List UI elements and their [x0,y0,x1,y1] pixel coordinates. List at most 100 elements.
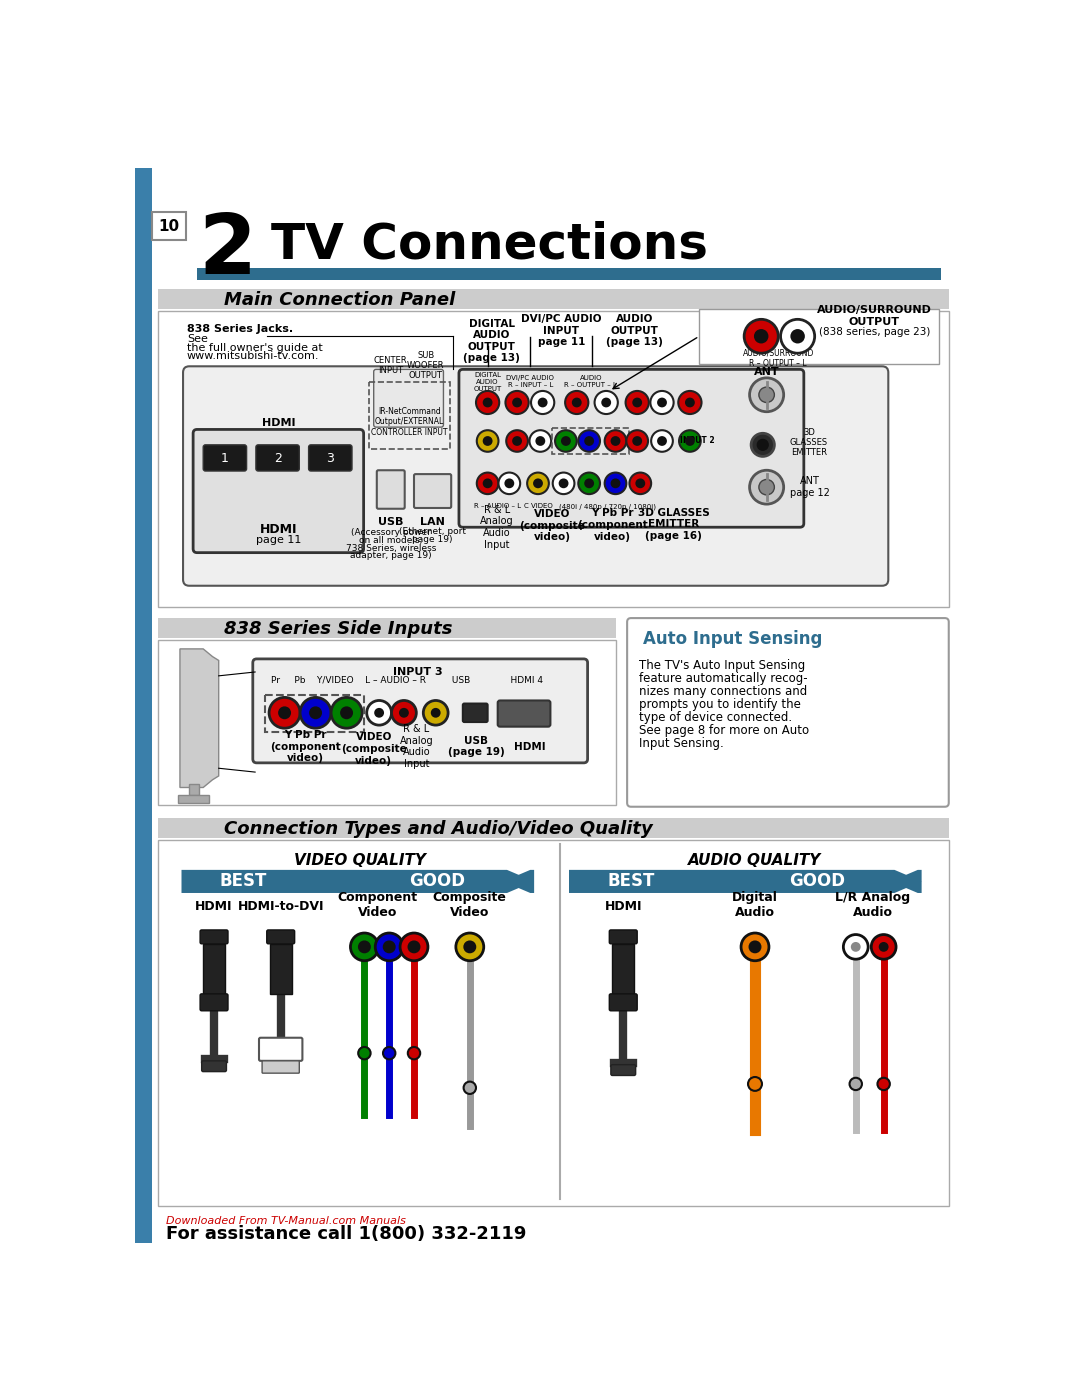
Circle shape [759,479,774,495]
Circle shape [585,479,593,488]
Circle shape [359,1046,370,1059]
Circle shape [578,472,600,495]
Text: DVI/PC AUDIO
R – INPUT – L: DVI/PC AUDIO R – INPUT – L [507,376,554,388]
Text: 838 Series Jacks.: 838 Series Jacks. [187,324,293,334]
Circle shape [572,398,581,407]
Bar [612,944,634,993]
Text: nizes many connections and: nizes many connections and [638,685,807,698]
Text: (480i / 480p / 720p / 1080i): (480i / 480p / 720p / 1080i) [559,503,657,510]
Polygon shape [177,795,208,803]
Circle shape [658,437,666,444]
Text: 1: 1 [221,453,229,465]
Text: HDMI-to-DVI: HDMI-to-DVI [238,900,324,914]
Bar [152,212,186,240]
Circle shape [279,707,291,718]
FancyBboxPatch shape [183,366,889,585]
FancyBboxPatch shape [262,1060,299,1073]
Text: ANT
page 12: ANT page 12 [789,476,829,497]
FancyBboxPatch shape [203,444,246,471]
Text: DIGITAL
AUDIO
OUTPUT: DIGITAL AUDIO OUTPUT [473,372,502,391]
Polygon shape [189,784,199,795]
Text: INPUT 2: INPUT 2 [679,436,714,446]
Text: 2: 2 [199,211,257,292]
Text: 738 Series, wireless: 738 Series, wireless [346,543,436,553]
Circle shape [611,479,619,488]
FancyBboxPatch shape [193,429,364,553]
Text: GOOD: GOOD [409,873,465,890]
Circle shape [850,1077,862,1090]
Bar [159,617,616,638]
Text: Composite
Video: Composite Video [433,890,507,919]
Circle shape [750,377,784,412]
Text: AUDIO QUALITY: AUDIO QUALITY [688,854,822,868]
Text: HDMI: HDMI [259,522,297,536]
Circle shape [513,398,521,407]
Text: L/R Analog
Audio: L/R Analog Audio [835,890,910,919]
Text: Auto Input Sensing: Auto Input Sensing [643,630,822,648]
Text: (Accessory power: (Accessory power [351,528,431,536]
Text: HDMI: HDMI [261,418,295,429]
Circle shape [484,398,491,407]
Text: prompts you to identify the: prompts you to identify the [638,698,800,711]
Text: 3D
GLASSES
EMITTER: 3D GLASSES EMITTER [789,427,828,457]
Circle shape [456,933,484,961]
Text: Component
Video: Component Video [338,890,418,919]
Text: IR-NetCommand
Output/EXTERNAL
CONTROLLER INPUT: IR-NetCommand Output/EXTERNAL CONTROLLER… [372,407,447,437]
Text: SUB
WOOFER
OUTPUT: SUB WOOFER OUTPUT [407,351,444,380]
Circle shape [578,430,600,451]
Text: CENTER
INPUT: CENTER INPUT [374,356,407,376]
Circle shape [744,320,779,353]
Text: The TV's Auto Input Sensing: The TV's Auto Input Sensing [638,659,805,672]
Circle shape [880,943,888,951]
Text: Digital
Audio: Digital Audio [732,890,778,919]
Circle shape [553,472,575,495]
Bar [159,840,948,1206]
Circle shape [603,398,610,407]
Circle shape [686,437,693,444]
Circle shape [463,1081,476,1094]
Circle shape [400,933,428,961]
Circle shape [507,430,528,451]
Circle shape [565,391,589,414]
FancyArrow shape [503,870,535,893]
Circle shape [527,472,549,495]
Circle shape [383,942,394,953]
Circle shape [476,472,499,495]
Circle shape [562,437,570,444]
Text: on all models;: on all models; [359,536,422,545]
Text: Y Pb Pr
(component
video): Y Pb Pr (component video) [270,731,341,763]
Circle shape [555,430,577,451]
Circle shape [759,387,774,402]
Text: Downloaded From TV-Manual.com Manuals: Downloaded From TV-Manual.com Manuals [166,1215,406,1227]
Text: AUDIO/SURROUND
OUTPUT: AUDIO/SURROUND OUTPUT [816,306,932,327]
FancyBboxPatch shape [200,993,228,1011]
Text: (838 series, page 23): (838 series, page 23) [819,327,930,338]
Bar [270,944,292,993]
Circle shape [792,330,804,342]
Circle shape [750,471,784,504]
Text: adapter, page 19): adapter, page 19) [350,552,432,560]
Circle shape [757,440,768,450]
Text: For assistance call 1(800) 332-2119: For assistance call 1(800) 332-2119 [166,1225,526,1243]
FancyBboxPatch shape [309,444,352,471]
Circle shape [484,437,491,444]
Text: INPUT 3: INPUT 3 [393,666,443,676]
Circle shape [539,398,546,407]
Text: Pr     Pb    Y/VIDEO    L – AUDIO – R         USB              HDMI 4: Pr Pb Y/VIDEO L – AUDIO – R USB HDMI 4 [271,676,542,685]
Circle shape [781,320,814,353]
Text: BEST: BEST [220,873,267,890]
Text: 2: 2 [273,453,282,465]
FancyBboxPatch shape [463,704,488,722]
Circle shape [633,437,642,444]
Bar [552,427,630,454]
Circle shape [310,707,321,718]
Circle shape [625,391,649,414]
Circle shape [630,472,651,495]
Circle shape [332,697,362,728]
Circle shape [755,330,768,342]
Text: 3: 3 [326,453,334,465]
FancyBboxPatch shape [377,471,405,509]
Circle shape [400,708,408,717]
Text: DVI/PC AUDIO
INPUT
page 11: DVI/PC AUDIO INPUT page 11 [521,314,602,346]
Text: page 11: page 11 [256,535,301,545]
